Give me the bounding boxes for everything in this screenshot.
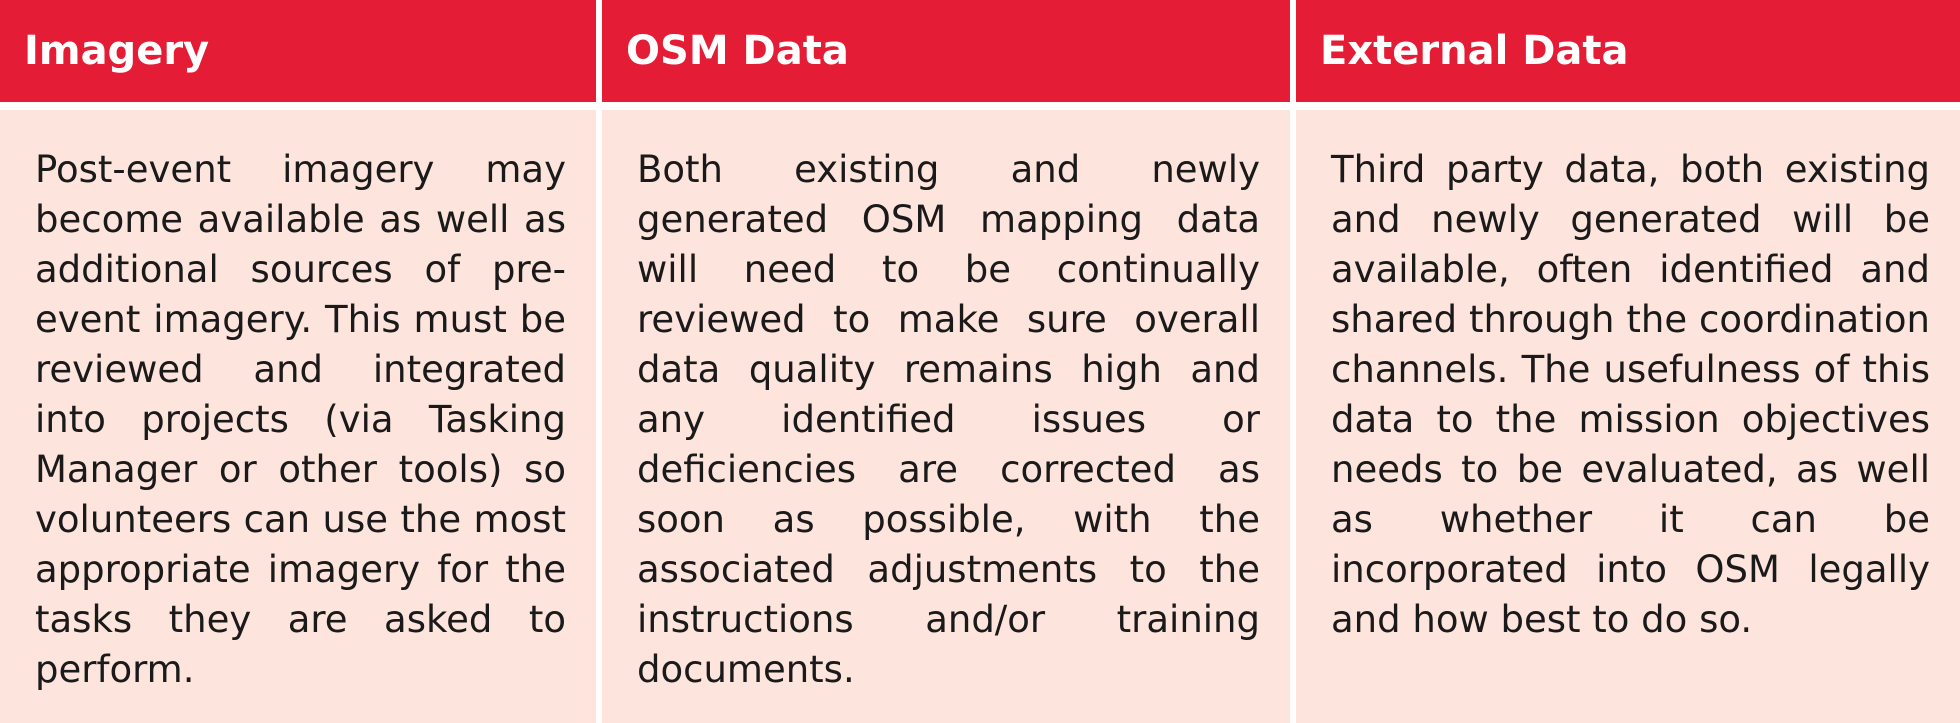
imagery-description: Post-event imagery may become available … [0,110,596,723]
external-data-description: Third party data, both existing and newl… [1296,110,1960,723]
column-header-osm-data: OSM Data [602,0,1290,102]
column-header-imagery: Imagery [0,0,596,102]
column-header-external-data: External Data [1296,0,1960,102]
osm-data-description: Both existing and newly generated OSM ma… [602,110,1290,723]
